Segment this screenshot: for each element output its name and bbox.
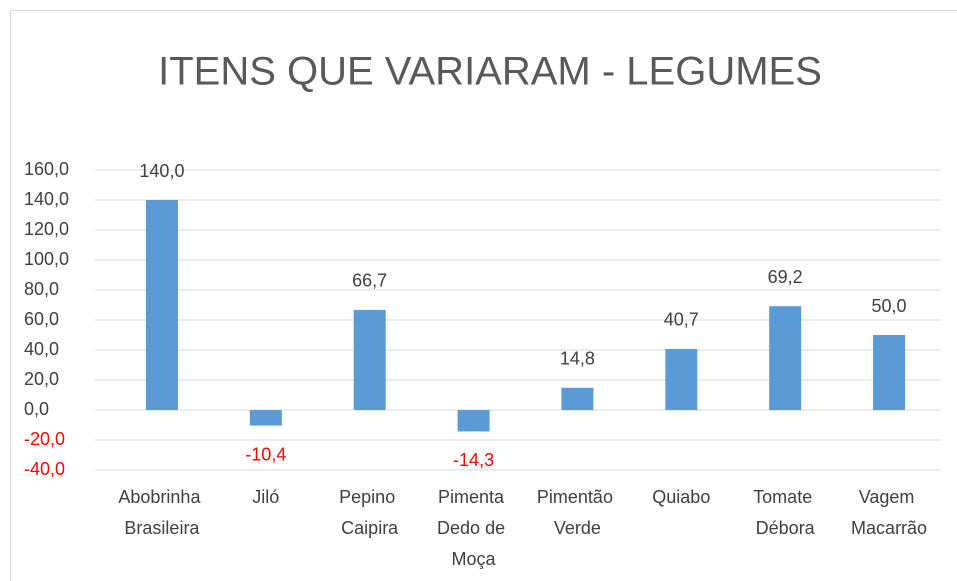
bar: [561, 387, 594, 410]
x-tick-label: Tomate Débora: [753, 487, 817, 538]
y-tick-label: 80,0: [24, 279, 59, 299]
y-tick-label: 160,0: [24, 159, 69, 179]
value-label: -14,3: [453, 450, 494, 470]
y-tick-label: 60,0: [24, 309, 59, 329]
value-label: -10,4: [245, 444, 286, 464]
value-label: 69,2: [768, 267, 803, 287]
y-tick-label: 140,0: [24, 189, 69, 209]
bar: [353, 309, 386, 410]
value-label: 140,0: [139, 161, 184, 181]
y-tick-label: -20,0: [24, 429, 65, 449]
bar: [145, 200, 178, 410]
x-tick-label: Pepino Caipira: [339, 487, 400, 538]
bar: [873, 335, 906, 410]
y-tick-label: 100,0: [24, 249, 69, 269]
x-tick-label: Pimentão Verde: [537, 487, 618, 538]
x-tick-label: Quiabo: [652, 487, 710, 507]
bar: [249, 410, 282, 426]
value-label: 66,7: [352, 271, 387, 291]
x-tick-label: Pimenta Dedo de Moça: [437, 487, 510, 569]
bar: [457, 410, 490, 432]
x-tick-label: Jiló: [252, 487, 279, 507]
y-tick-label: 20,0: [24, 369, 59, 389]
y-tick-label: 40,0: [24, 339, 59, 359]
chart-title: ITENS QUE VARIARAM - LEGUMES: [158, 50, 822, 94]
x-tick-label: Abobrinha Brasileira: [118, 487, 205, 538]
x-tick-label: Vagem Macarrão: [851, 487, 927, 538]
value-label: 40,7: [664, 310, 699, 330]
value-label: 50,0: [872, 296, 907, 316]
bar: [769, 306, 802, 410]
value-label: 14,8: [560, 349, 595, 369]
y-tick-label: 0,0: [24, 399, 49, 419]
y-tick-label: -40,0: [24, 459, 65, 479]
bar: [665, 348, 698, 410]
y-tick-label: 120,0: [24, 219, 69, 239]
